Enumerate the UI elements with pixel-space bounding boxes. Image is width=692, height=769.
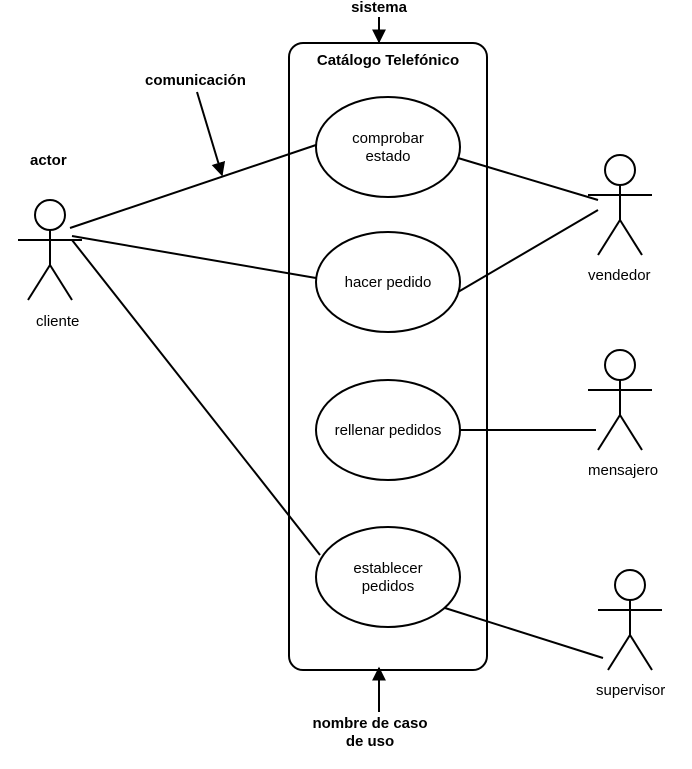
actor-supervisor-label: supervisor xyxy=(596,682,665,699)
uc-establecer-pedidos-label1: establecer xyxy=(353,560,422,577)
actor-vendedor-head xyxy=(605,155,635,185)
annotation-nombre-caso-uso-1: nombre de caso xyxy=(312,715,427,732)
edge-actor-vendedor-uc-comprobar-estado xyxy=(458,158,598,200)
edge-actor-cliente-uc-comprobar-estado xyxy=(70,145,316,228)
actor-cliente xyxy=(18,200,82,300)
use-case-diagram: Catálogo Telefónico sistema comprobarestad… xyxy=(0,0,692,769)
edge-actor-vendedor-uc-hacer-pedido xyxy=(458,210,598,292)
edge-actor-cliente-uc-hacer-pedido xyxy=(72,236,316,278)
uc-hacer-pedido-label: hacer pedido xyxy=(345,274,432,291)
actor-cliente-label: cliente xyxy=(36,313,79,330)
uc-comprobar-estado xyxy=(316,97,460,197)
annotation-comunicacion: comunicación xyxy=(145,72,246,89)
annotation-comunicacion-arrow xyxy=(197,92,222,175)
annotation-actor: actor xyxy=(30,152,67,169)
system-title: Catálogo Telefónico xyxy=(317,52,459,69)
actor-mensajero-head xyxy=(605,350,635,380)
uc-comprobar-estado-label2: estado xyxy=(365,148,410,165)
actor-mensajero xyxy=(588,350,652,450)
annotation-sistema: sistema xyxy=(351,0,408,16)
uc-comprobar-estado-label1: comprobar xyxy=(352,130,424,147)
actor-supervisor xyxy=(598,570,662,670)
uc-establecer-pedidos-label2: pedidos xyxy=(362,578,415,595)
actor-supervisor-head xyxy=(615,570,645,600)
uc-establecer-pedidos xyxy=(316,527,460,627)
actor-vendedor-label: vendedor xyxy=(588,267,651,284)
edge-actor-cliente-uc-establecer-pedidos xyxy=(72,240,320,555)
actor-vendedor xyxy=(588,155,652,255)
edge-actor-supervisor-uc-establecer-pedidos xyxy=(445,608,603,658)
actor-mensajero-label: mensajero xyxy=(588,462,658,479)
uc-rellenar-pedidos-label: rellenar pedidos xyxy=(335,422,442,439)
actor-cliente-head xyxy=(35,200,65,230)
annotation-nombre-caso-uso-2: de uso xyxy=(346,733,394,750)
